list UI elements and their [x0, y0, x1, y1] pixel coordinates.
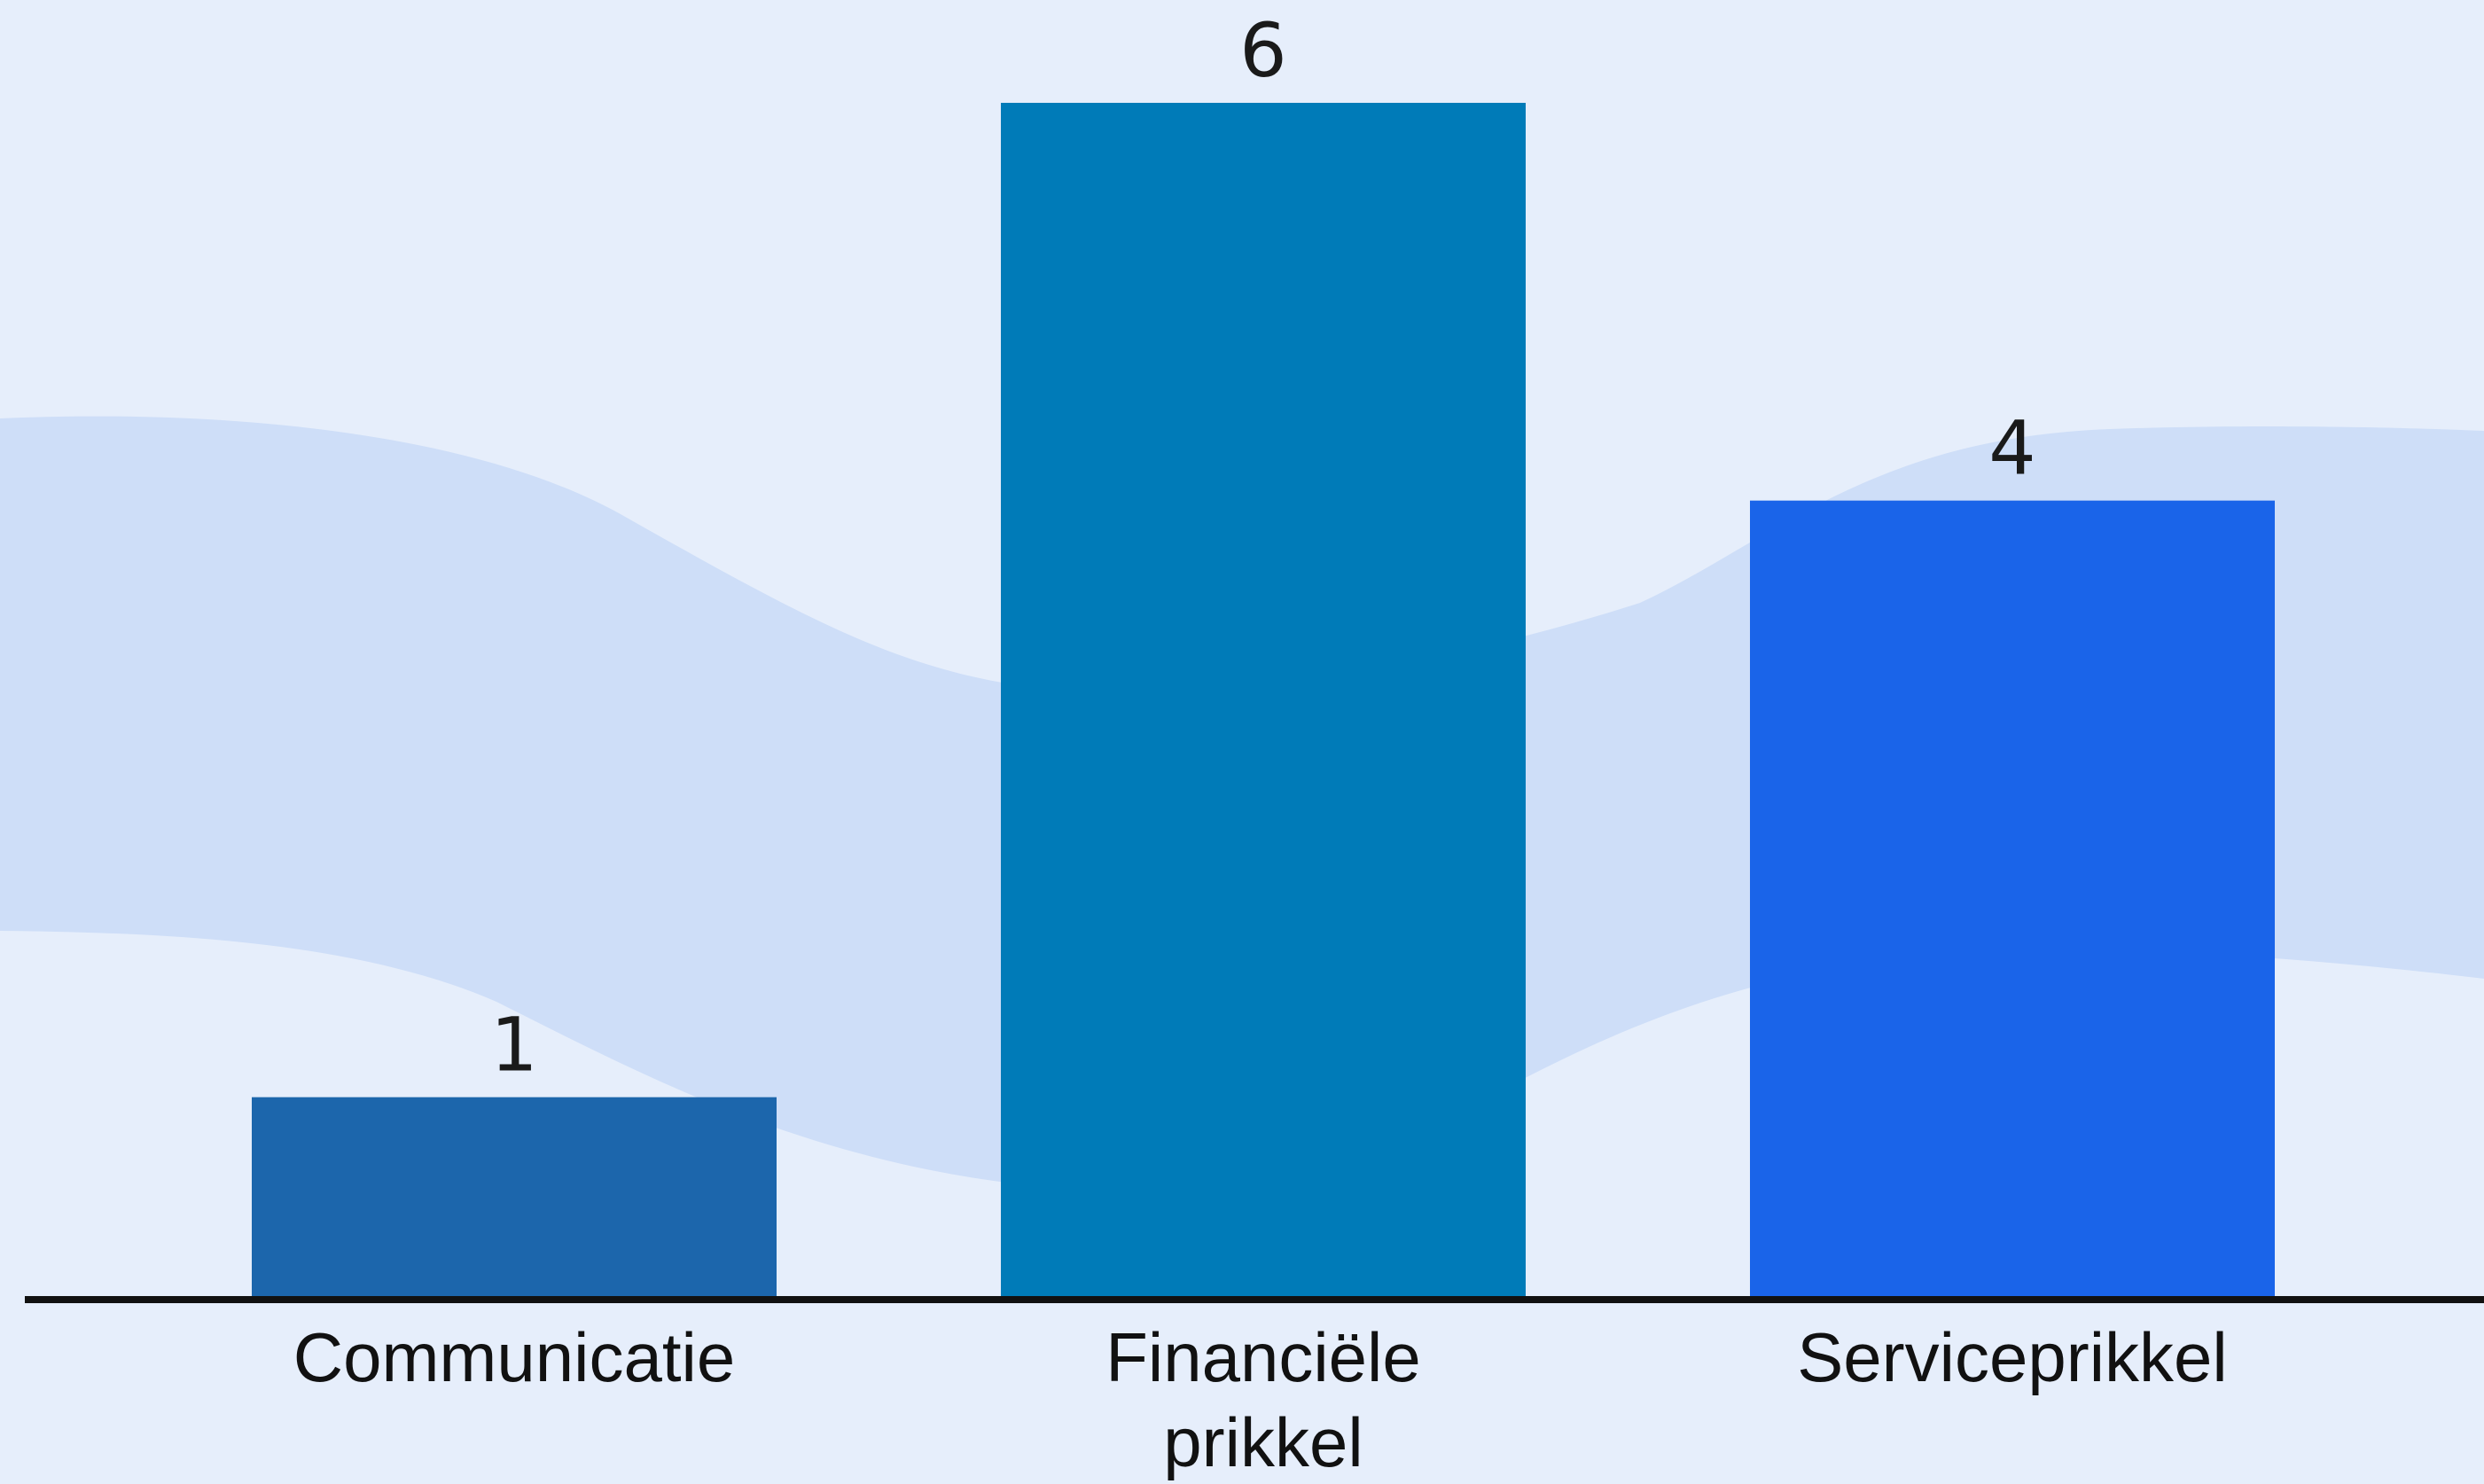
value-labels-layer: 1 6 4 [490, 7, 2035, 1089]
bar-value-label: 6 [1239, 7, 1286, 94]
category-label: prikkel [1163, 1403, 1363, 1481]
category-label: Financiële [1105, 1318, 1421, 1396]
category-label: Communicatie [293, 1318, 736, 1396]
category-label: Serviceprikkel [1797, 1318, 2227, 1396]
bars-layer [252, 103, 2275, 1296]
bar-value-label: 4 [1988, 405, 2035, 492]
bar-1 [1001, 103, 1526, 1296]
bar-value-label: 1 [490, 1002, 537, 1089]
bar-0 [252, 1097, 777, 1296]
bar-2 [1750, 500, 2275, 1296]
